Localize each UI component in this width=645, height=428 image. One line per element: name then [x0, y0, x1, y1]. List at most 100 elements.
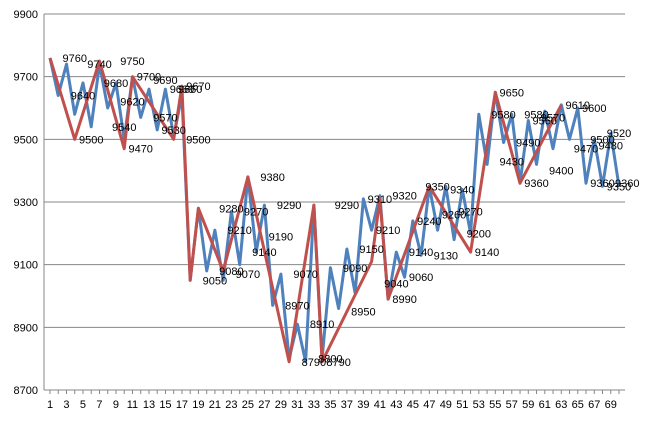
- x-tick-label: 51: [456, 399, 468, 411]
- data-label: 9620: [120, 97, 144, 109]
- data-label: 9500: [79, 134, 103, 146]
- data-label: 9140: [252, 247, 276, 259]
- x-tick-label: 43: [390, 399, 402, 411]
- x-tick-label: 35: [324, 399, 336, 411]
- data-label: 9150: [359, 244, 383, 256]
- x-tick-label: 47: [423, 399, 435, 411]
- x-tick-label: 55: [489, 399, 501, 411]
- x-tick-label: 61: [539, 399, 551, 411]
- x-tick-label: 65: [572, 399, 584, 411]
- data-label: 9200: [467, 228, 491, 240]
- data-label: 9130: [434, 250, 458, 262]
- data-label: 9570: [541, 112, 565, 124]
- x-tick-label: 1: [47, 399, 53, 411]
- data-label: 9520: [607, 128, 631, 140]
- data-label: 9080: [219, 266, 243, 278]
- data-label: 8790: [302, 357, 326, 369]
- data-label: 9260: [442, 210, 466, 222]
- data-label: 8970: [285, 300, 309, 312]
- x-tick-label: 19: [192, 399, 204, 411]
- data-label: 9280: [219, 203, 243, 215]
- x-tick-label: 33: [308, 399, 320, 411]
- x-tick-label: 7: [96, 399, 102, 411]
- data-label: 9270: [458, 206, 482, 218]
- x-tick-label: 63: [555, 399, 567, 411]
- data-label: 8950: [351, 307, 375, 319]
- data-label: 9360: [615, 178, 639, 190]
- data-label: 9070: [236, 269, 260, 281]
- y-tick-label: 8700: [14, 385, 38, 397]
- data-label: 8990: [392, 294, 416, 306]
- data-label: 9540: [112, 122, 136, 134]
- data-label: 9650: [500, 87, 524, 99]
- data-label: 8790: [326, 357, 350, 369]
- x-tick-label: 11: [127, 399, 138, 411]
- data-label: 8800: [318, 354, 342, 366]
- x-tick-label: 5: [80, 399, 86, 411]
- x-tick-label: 67: [588, 399, 600, 411]
- data-label: 9690: [153, 75, 177, 87]
- data-label: 9310: [368, 194, 392, 206]
- data-label: 9740: [87, 59, 111, 71]
- x-tick-label: 17: [176, 399, 188, 411]
- series-lines: [48, 57, 621, 364]
- data-label: 9350: [425, 181, 449, 193]
- data-label: 9360: [590, 178, 614, 190]
- y-tick-label: 9300: [14, 197, 38, 209]
- data-label: 9060: [409, 272, 433, 284]
- data-label: 9050: [203, 275, 227, 287]
- data-label: 9270: [244, 206, 268, 218]
- y-tick-label: 9500: [14, 134, 38, 146]
- data-label: 9400: [549, 166, 573, 178]
- x-tick-label: 45: [407, 399, 419, 411]
- data-label: 9660: [170, 84, 194, 96]
- x-tick-label: 69: [605, 399, 617, 411]
- x-tick-label: 29: [275, 399, 287, 411]
- data-label: 9680: [104, 78, 128, 90]
- x-tick-label: 25: [242, 399, 254, 411]
- data-label: 8910: [310, 319, 334, 331]
- x-tick-label: 41: [374, 399, 386, 411]
- data-label: 9340: [450, 184, 474, 196]
- x-tick-label: 37: [341, 399, 353, 411]
- data-label: 9380: [260, 172, 284, 184]
- data-label: 9660: [178, 84, 202, 96]
- x-tick-label: 23: [225, 399, 237, 411]
- x-tick-label: 49: [440, 399, 452, 411]
- x-tick-label: 15: [159, 399, 171, 411]
- y-tick-label: 9100: [14, 260, 38, 272]
- data-label: 9530: [161, 125, 185, 137]
- y-tick-label: 9700: [14, 72, 38, 84]
- data-label: 9210: [227, 225, 251, 237]
- x-tick-label: 59: [522, 399, 534, 411]
- data-label: 9500: [590, 134, 614, 146]
- x-tick-label: 53: [473, 399, 485, 411]
- data-label: 9760: [62, 53, 86, 65]
- x-tick-label: 27: [258, 399, 270, 411]
- data-label: 9490: [516, 137, 540, 149]
- x-tick-label: 31: [291, 399, 303, 411]
- data-label: 9430: [500, 156, 524, 168]
- data-label: 9700: [137, 72, 161, 84]
- data-label: 9140: [409, 247, 433, 259]
- series-line-blue: [48, 57, 621, 364]
- data-label: 9290: [335, 200, 359, 212]
- data-label: 9570: [153, 112, 177, 124]
- data-label: 9210: [376, 225, 400, 237]
- data-label: 9090: [343, 263, 367, 275]
- x-tick-label: 39: [357, 399, 369, 411]
- x-tick-label: 57: [506, 399, 518, 411]
- data-label: 9470: [574, 144, 598, 156]
- data-label: 9580: [491, 109, 515, 121]
- data-label: 9500: [186, 134, 210, 146]
- series-line-red: [48, 57, 563, 364]
- data-label: 9040: [384, 278, 408, 290]
- x-tick-label: 21: [209, 399, 221, 411]
- data-label: 9610: [566, 100, 590, 112]
- data-label: 9480: [599, 141, 623, 153]
- data-label: 9600: [582, 103, 606, 115]
- data-label: 9670: [186, 81, 210, 93]
